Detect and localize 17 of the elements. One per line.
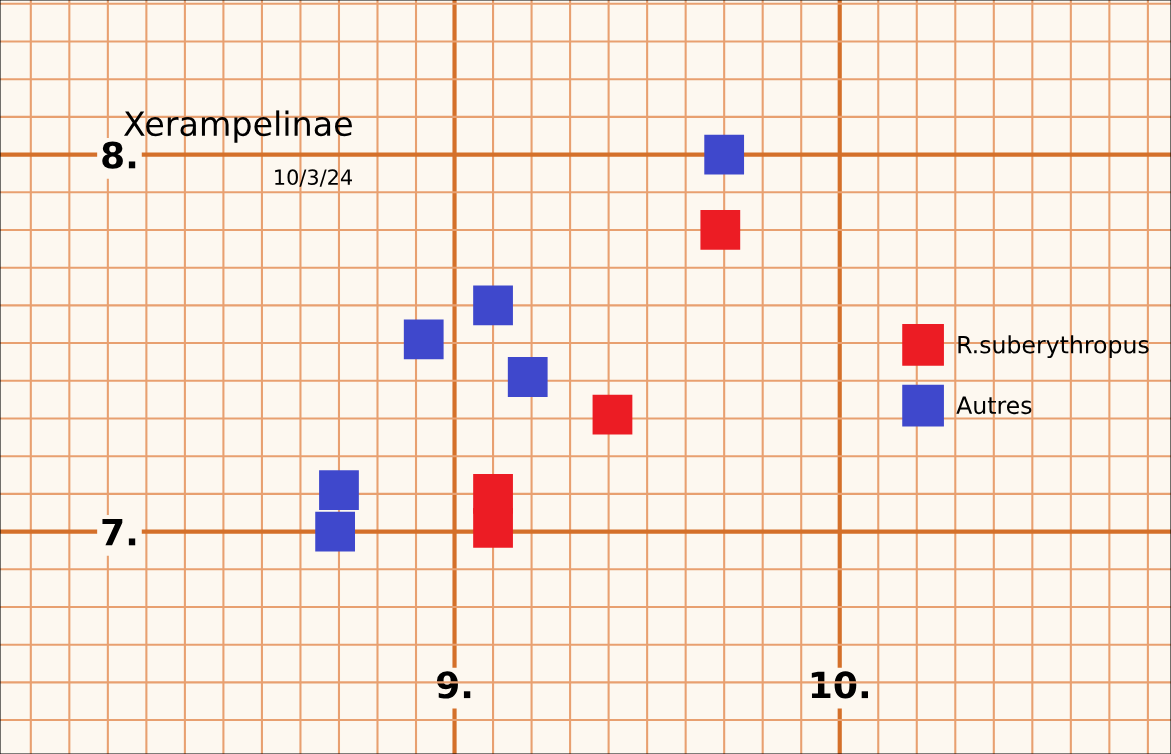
legend-label: R.suberythropus (958, 335, 1149, 359)
x-tick-label: 9. (436, 671, 471, 699)
point (700, 210, 741, 250)
point (473, 507, 513, 548)
x-tick-label: 10. (811, 671, 869, 699)
y-tick-label: 7. (102, 518, 136, 546)
text: 10/3/24 (275, 169, 352, 187)
point (319, 470, 359, 510)
text: Xerampelinae (123, 110, 352, 143)
point (507, 357, 548, 397)
point (403, 319, 444, 360)
legend-label: Autres (956, 396, 1032, 415)
y-tick-label: 8. (102, 141, 136, 169)
point (315, 511, 356, 552)
point (592, 394, 633, 435)
point (473, 285, 513, 326)
point (704, 134, 745, 175)
